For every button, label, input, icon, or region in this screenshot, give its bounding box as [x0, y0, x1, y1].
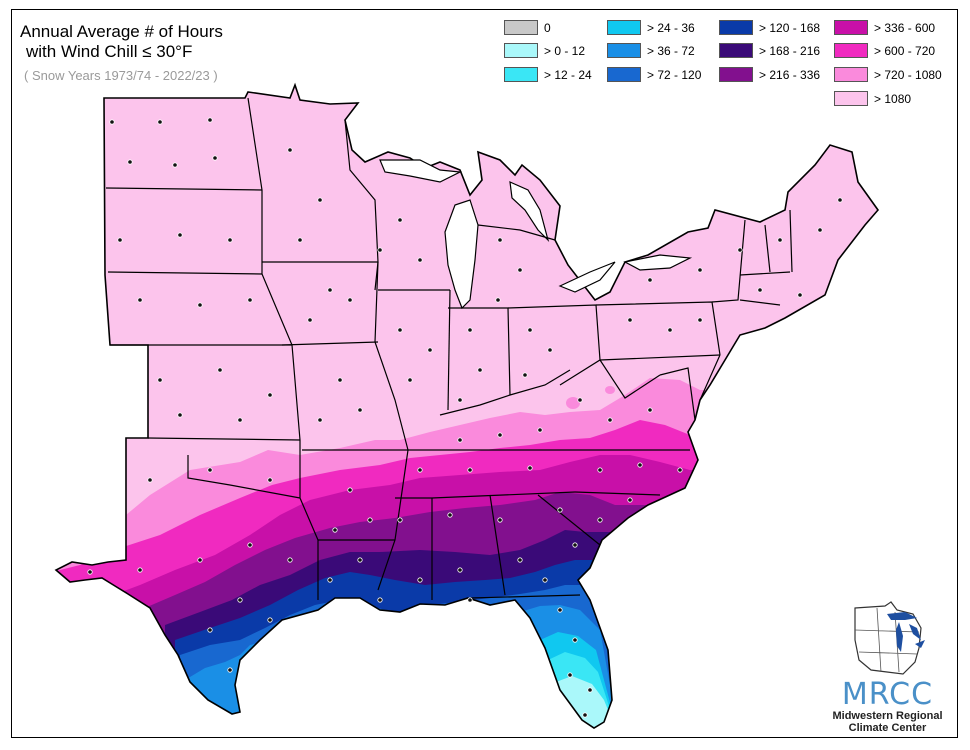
- legend-swatch: [834, 20, 868, 35]
- legend-swatch: [607, 20, 641, 35]
- legend-label: > 336 - 600: [874, 20, 936, 35]
- legend-label: > 1080: [874, 91, 912, 106]
- us-outline: [54, 82, 880, 729]
- legend-label: > 600 - 720: [874, 43, 936, 58]
- legend-label: > 36 - 72: [647, 43, 695, 58]
- legend-swatch: [504, 67, 538, 82]
- legend-label: 0: [544, 20, 551, 35]
- legend-item: > 216 - 336: [719, 67, 820, 82]
- legend-label: > 720 - 1080: [874, 67, 942, 82]
- legend-item: > 168 - 216: [719, 43, 820, 58]
- mrcc-logo: MRCC Midwestern Regional Climate Center: [825, 600, 950, 734]
- legend-label: > 168 - 216: [759, 43, 821, 58]
- legend-item: > 72 - 120: [607, 67, 701, 82]
- logo-line-1: Midwestern Regional: [832, 710, 943, 722]
- station-markers: [87, 117, 843, 718]
- logo-abbr: MRCC: [841, 677, 934, 712]
- legend-item: 0: [504, 20, 551, 35]
- legend-swatch: [834, 43, 868, 58]
- legend-label: > 120 - 168: [759, 20, 821, 35]
- map-title: Annual Average # of Hours with Wind Chil…: [20, 22, 223, 62]
- midwest-map-icon: [854, 601, 925, 675]
- lake-michigan: [444, 199, 479, 310]
- lake-ontario: [623, 254, 693, 271]
- legend-swatch: [504, 43, 538, 58]
- legend-label: > 24 - 36: [647, 20, 695, 35]
- legend-item: > 12 - 24: [504, 67, 592, 82]
- legend-item: > 720 - 1080: [834, 67, 942, 82]
- title-line-1: Annual Average # of Hours: [20, 22, 223, 41]
- legend: 0 > 0 - 12 > 12 - 24 > 24 - 36 > 36 - 72…: [504, 20, 944, 120]
- legend-swatch: [719, 67, 753, 82]
- legend-swatch: [834, 67, 868, 82]
- legend-label: > 216 - 336: [759, 67, 821, 82]
- lake-erie: [558, 261, 616, 293]
- legend-label: > 72 - 120: [647, 67, 702, 82]
- legend-swatch: [834, 91, 868, 106]
- title-line-2: with Wind Chill ≤ 30°F: [26, 42, 193, 61]
- legend-swatch: [607, 67, 641, 82]
- logo-line-2: Climate Center: [848, 722, 927, 734]
- map-subtitle: ( Snow Years 1973/74 - 2022/23 ): [24, 68, 218, 83]
- legend-item: > 120 - 168: [719, 20, 820, 35]
- legend-item: > 36 - 72: [607, 43, 695, 58]
- legend-item: > 600 - 720: [834, 43, 935, 58]
- legend-item: > 24 - 36: [607, 20, 695, 35]
- legend-label: > 0 - 12: [544, 43, 586, 58]
- legend-item: > 1080: [834, 91, 911, 106]
- legend-swatch: [607, 43, 641, 58]
- legend-item: > 336 - 600: [834, 20, 935, 35]
- lake-huron: [509, 181, 550, 243]
- lake-superior: [379, 159, 463, 183]
- legend-swatch: [504, 20, 538, 35]
- state-borders: [105, 97, 793, 600]
- legend-label: > 12 - 24: [544, 67, 592, 82]
- legend-item: > 0 - 12: [504, 43, 585, 58]
- legend-swatch: [719, 20, 753, 35]
- legend-swatch: [719, 43, 753, 58]
